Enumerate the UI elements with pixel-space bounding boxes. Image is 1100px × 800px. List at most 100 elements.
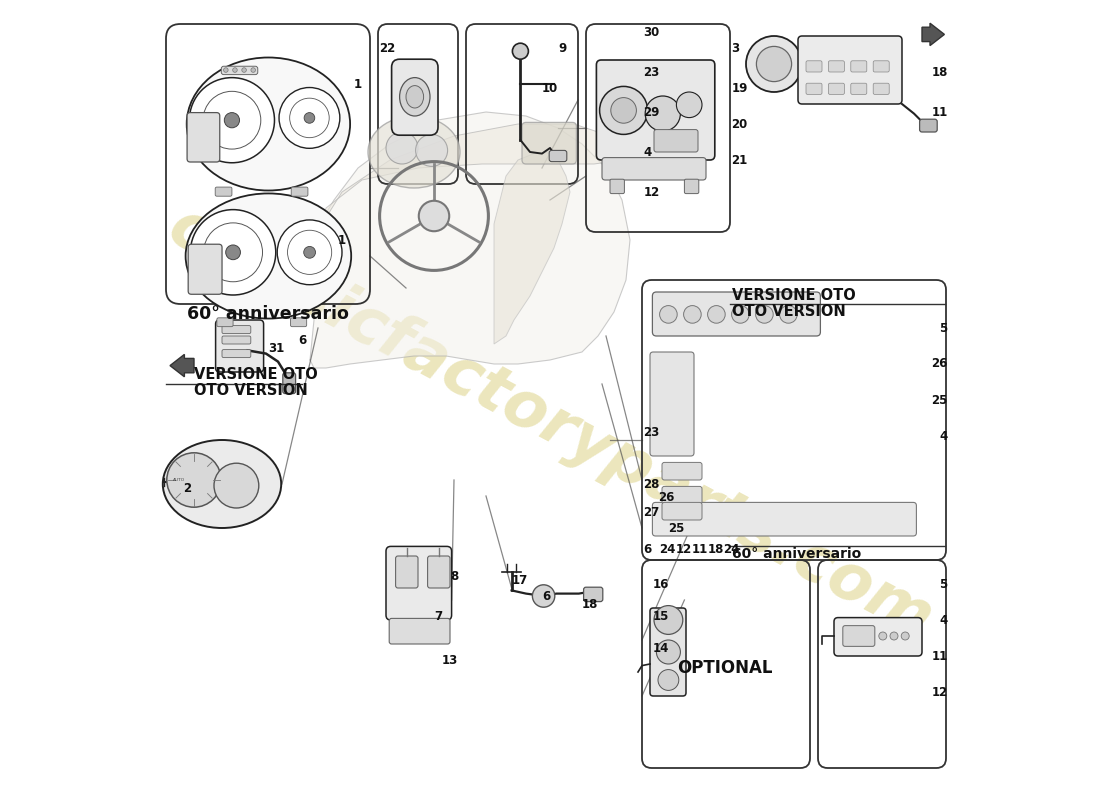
- Circle shape: [190, 210, 276, 295]
- FancyBboxPatch shape: [187, 113, 220, 162]
- Text: 25: 25: [669, 522, 685, 534]
- Text: 60° anniversario: 60° anniversario: [733, 546, 861, 561]
- Text: 12: 12: [644, 186, 660, 198]
- Circle shape: [386, 132, 418, 164]
- Circle shape: [416, 134, 448, 166]
- Text: 5: 5: [939, 322, 947, 334]
- Text: 18: 18: [932, 66, 947, 78]
- FancyArrow shape: [922, 23, 945, 46]
- Text: 29: 29: [644, 106, 660, 118]
- FancyBboxPatch shape: [843, 626, 874, 646]
- Circle shape: [233, 68, 238, 72]
- Text: 28: 28: [644, 478, 660, 490]
- Text: OPTIONAL: OPTIONAL: [676, 659, 772, 677]
- Circle shape: [757, 46, 792, 82]
- FancyBboxPatch shape: [428, 556, 450, 588]
- Circle shape: [279, 87, 340, 148]
- Text: 1: 1: [354, 78, 362, 90]
- Circle shape: [600, 86, 648, 134]
- Text: 18: 18: [582, 598, 598, 610]
- FancyBboxPatch shape: [389, 618, 450, 644]
- Circle shape: [287, 230, 332, 274]
- Text: 20: 20: [732, 118, 748, 130]
- Circle shape: [189, 78, 275, 162]
- FancyBboxPatch shape: [650, 608, 686, 696]
- Circle shape: [756, 306, 773, 323]
- Text: 18: 18: [707, 543, 724, 556]
- FancyBboxPatch shape: [806, 61, 822, 72]
- Circle shape: [277, 220, 342, 285]
- Text: 11: 11: [932, 106, 947, 118]
- Text: 5: 5: [939, 578, 947, 590]
- Text: 60° anniversario: 60° anniversario: [187, 305, 350, 322]
- Text: 4: 4: [939, 430, 947, 442]
- FancyBboxPatch shape: [222, 350, 251, 358]
- Circle shape: [204, 91, 261, 149]
- Text: 24: 24: [660, 543, 676, 556]
- FancyBboxPatch shape: [873, 61, 889, 72]
- Ellipse shape: [186, 194, 351, 318]
- Circle shape: [901, 632, 910, 640]
- FancyBboxPatch shape: [798, 36, 902, 104]
- FancyBboxPatch shape: [828, 61, 845, 72]
- FancyBboxPatch shape: [652, 292, 821, 336]
- Text: 23: 23: [644, 66, 660, 78]
- Text: 31: 31: [268, 342, 285, 354]
- Circle shape: [610, 98, 637, 123]
- FancyBboxPatch shape: [873, 83, 889, 94]
- Circle shape: [214, 463, 258, 508]
- Text: 16: 16: [652, 578, 669, 590]
- Text: 24: 24: [724, 543, 740, 556]
- Text: 7: 7: [434, 610, 442, 622]
- Circle shape: [289, 98, 329, 138]
- Text: 30: 30: [644, 26, 660, 38]
- Text: 25: 25: [932, 394, 947, 406]
- FancyBboxPatch shape: [290, 318, 307, 326]
- Circle shape: [204, 223, 263, 282]
- Text: 26: 26: [658, 491, 674, 504]
- Text: VERSIONE OTO: VERSIONE OTO: [733, 289, 856, 303]
- Circle shape: [242, 68, 246, 72]
- FancyBboxPatch shape: [602, 158, 706, 180]
- Circle shape: [890, 632, 898, 640]
- Text: 2: 2: [184, 482, 191, 494]
- Circle shape: [251, 68, 255, 72]
- FancyBboxPatch shape: [650, 352, 694, 456]
- Polygon shape: [306, 112, 630, 368]
- Text: 8: 8: [450, 570, 459, 582]
- Text: AUTO: AUTO: [173, 478, 185, 482]
- Ellipse shape: [163, 440, 282, 528]
- Circle shape: [419, 201, 449, 231]
- Text: 27: 27: [644, 506, 660, 518]
- Circle shape: [304, 246, 316, 258]
- Circle shape: [654, 606, 683, 634]
- FancyBboxPatch shape: [222, 336, 251, 344]
- FancyBboxPatch shape: [834, 618, 922, 656]
- Text: 21: 21: [732, 154, 748, 166]
- Circle shape: [646, 96, 681, 131]
- Text: 13: 13: [442, 654, 459, 666]
- Text: 22: 22: [379, 42, 396, 54]
- Text: 3: 3: [732, 42, 739, 54]
- Text: 23: 23: [644, 426, 660, 438]
- Circle shape: [879, 632, 887, 640]
- FancyBboxPatch shape: [292, 187, 308, 196]
- Circle shape: [780, 306, 798, 323]
- FancyBboxPatch shape: [684, 179, 699, 194]
- FancyBboxPatch shape: [652, 502, 916, 536]
- FancyBboxPatch shape: [610, 179, 625, 194]
- FancyBboxPatch shape: [549, 150, 566, 162]
- FancyBboxPatch shape: [221, 66, 257, 74]
- Text: 15: 15: [652, 610, 669, 622]
- FancyBboxPatch shape: [522, 122, 576, 164]
- FancyBboxPatch shape: [386, 546, 452, 620]
- FancyBboxPatch shape: [283, 373, 296, 394]
- Text: 12: 12: [932, 686, 947, 698]
- Circle shape: [658, 670, 679, 690]
- Text: 6: 6: [542, 590, 550, 602]
- FancyBboxPatch shape: [806, 83, 822, 94]
- Circle shape: [660, 306, 678, 323]
- Text: 12: 12: [675, 543, 692, 556]
- FancyArrow shape: [170, 354, 194, 377]
- FancyBboxPatch shape: [662, 462, 702, 480]
